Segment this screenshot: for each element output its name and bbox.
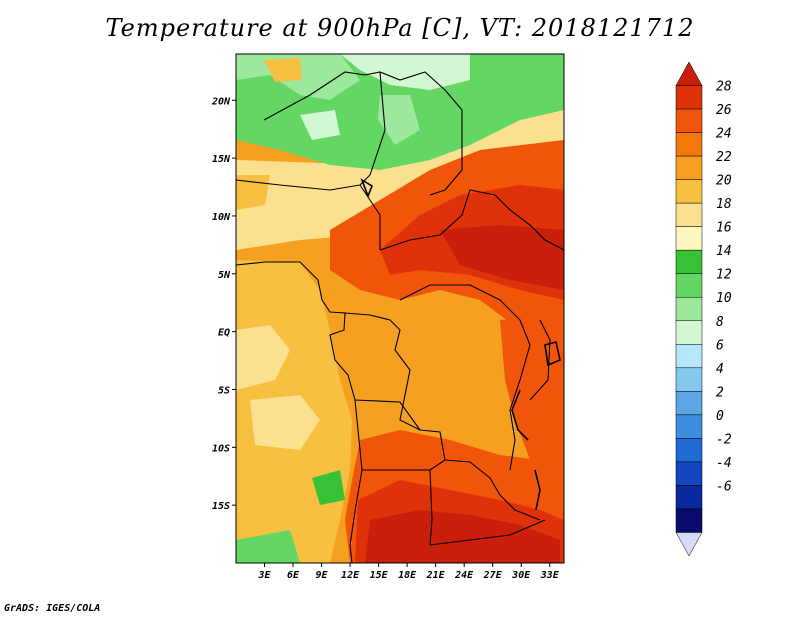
lat-tick-label: EQ [218,328,230,339]
colorbar-label: -4 [716,456,732,471]
lon-tick-label: 15E [370,570,389,581]
colorbar-swatch [675,273,703,298]
colorbar-swatch [675,179,703,204]
field-north-palegreen [340,54,470,90]
colorbar-label: 8 [716,315,724,330]
border-chad-niger [359,71,386,250]
lon-tick-label: 18E [398,570,417,581]
field-north-warm-spot [264,58,302,82]
colorbar-swatch [675,414,703,439]
lon-tick-label: 30E [511,570,531,581]
border-car-sudan [379,189,564,251]
colorbar-label: -6 [716,479,732,494]
lon-tick-label: 9E [316,570,329,581]
lon-tick-label: 12E [341,570,360,581]
lake-malawi [534,469,541,511]
border-drc-west [344,312,541,521]
border-drc-east [399,284,531,471]
colorbar-swatch [675,344,703,369]
colorbar-swatch [675,61,703,86]
lat-tick-label: 10S [212,443,230,454]
colorbar-swatch [675,508,703,533]
lat-tick-label: 10N [212,212,231,223]
colorbar-label: 4 [716,362,724,377]
colorbar-label: 2 [716,385,724,400]
colorbar-swatch [675,249,703,274]
lon-tick-label: 24E [454,570,474,581]
colorbar-label: 20 [716,174,732,189]
colorbar-label: 24 [716,127,732,142]
field-patch-ocean-1 [236,325,290,390]
lat-tick-label: 15N [212,154,231,165]
field-west-patch [236,175,270,210]
map-frame [235,53,565,564]
colorbar-label: 0 [716,409,724,424]
lake-chad [360,178,373,199]
lat-tick-label: 15S [212,501,230,512]
grads-credit: GrADS: IGES/COLA [4,603,101,614]
temperature-field [236,54,564,563]
longitude-axis: 3E 6E 9E 12E 15E 18E 21E 24E 27E 30E 33E [257,563,560,581]
colorbar-swatch [675,461,703,486]
field-north-palegreen-2 [300,110,340,140]
colorbar-swatch [675,296,703,322]
border-sahara [263,71,463,196]
colorbar-swatch [675,438,703,463]
field-east-warm [500,315,564,470]
colorbar-swatch [675,485,703,510]
lat-tick-label: 20N [211,96,231,107]
lat-tick-label: 5S [218,385,230,396]
field-green-blob [312,470,345,505]
colorbar-label: 14 [716,244,732,259]
border-niger-south [236,179,361,191]
latitude-axis: 20N 15N 10N 5N EQ 5S 10S 15S [211,96,236,512]
lon-tick-label: 3E [257,570,271,581]
colorbar-label: 22 [716,150,732,165]
colorbar-swatch [675,132,703,157]
border-angola-north [354,399,421,431]
colorbar-label: 18 [716,197,732,212]
colorbar-label: 16 [716,221,732,236]
colorbar-label: -2 [716,432,732,447]
field-patch-ocean-2 [250,395,320,450]
lon-tick-label: 21E [426,570,446,581]
lake-tanganyika [511,389,529,441]
lat-tick-label: 5N [218,270,231,281]
field-sw-green [236,530,300,563]
lon-tick-label: 33E [540,570,560,581]
colorbar-swatch [675,391,703,416]
colorbar-label: 10 [716,291,732,306]
lon-tick-label: 6E [287,570,300,581]
border-south [429,519,546,546]
coastline-west [236,261,363,563]
colorbar-swatch [675,320,703,345]
colorbar-swatch [675,532,703,557]
colorbar-swatch [675,108,703,133]
colorbar-label: 26 [716,103,732,118]
map-title: Temperature at 900hPa [C], VT: 201812171… [105,14,695,42]
field-hottest-core [440,225,564,290]
lakes [360,178,561,511]
border-angola-east [362,459,446,471]
field-south-hottest [365,510,560,563]
border-uganda [529,319,551,401]
colorbar-swatch [675,226,703,251]
colorbar-label: 28 [716,80,732,95]
colorbar-swatch [675,202,703,227]
lon-tick-label: 27E [483,570,503,581]
colorbar-swatch [675,155,703,180]
border-zambia [429,469,433,546]
colorbar-label: 6 [716,338,724,353]
lake-victoria [544,341,561,367]
colorbar-swatch [675,367,703,392]
colorbar-swatch [675,85,703,110]
field-north-lightgreen-2 [378,95,420,145]
country-borders [236,71,564,563]
colorbar-label: 12 [716,268,732,283]
